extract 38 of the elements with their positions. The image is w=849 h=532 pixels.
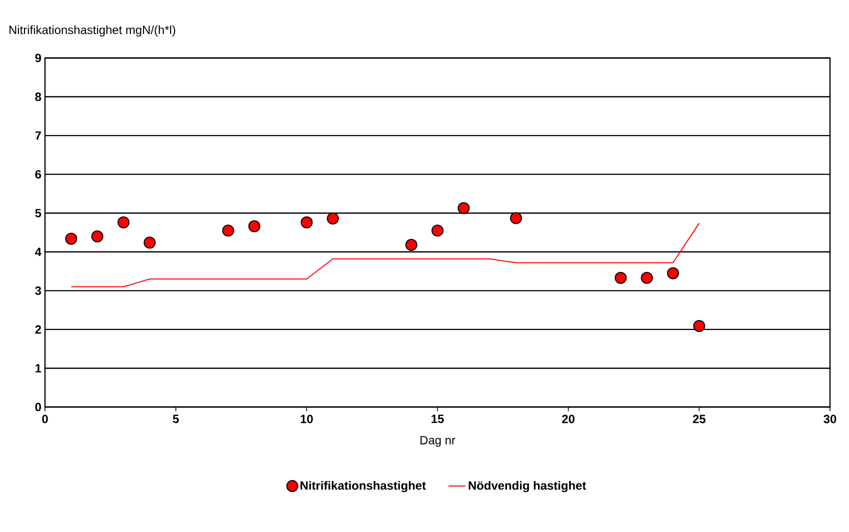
point xyxy=(65,232,78,245)
point xyxy=(640,272,653,284)
y-tick-label: 3 xyxy=(35,286,42,295)
y-tick-label: 1 xyxy=(36,364,42,372)
line-series xyxy=(70,222,700,288)
y-tick-label: 2 xyxy=(35,325,42,334)
x-tick-label: 20 xyxy=(562,414,574,424)
y-axis-title: Nitrifikationshastighet mgN/(h*l) xyxy=(10,25,176,36)
point xyxy=(693,320,706,332)
x-tick-label: 0 xyxy=(42,414,48,424)
y-tick-label: 5 xyxy=(35,208,42,218)
y-tick-label: 9 xyxy=(35,54,42,62)
y-tick-label: 0 xyxy=(35,402,41,412)
y-tick-label: 6 xyxy=(35,170,42,179)
x-tick-label: 15 xyxy=(432,414,444,424)
point xyxy=(248,220,260,232)
point xyxy=(510,212,522,224)
point xyxy=(458,202,470,214)
point xyxy=(118,216,130,228)
x-tick-label: 25 xyxy=(692,414,706,424)
x-axis-title: Dag nr xyxy=(420,436,456,447)
point xyxy=(91,230,104,242)
y-tick-label: 8 xyxy=(35,92,42,102)
point xyxy=(405,238,418,251)
point xyxy=(667,267,680,280)
x-tick-label: 5 xyxy=(172,414,179,424)
point xyxy=(144,236,156,249)
x-tick-label: 10 xyxy=(300,414,313,424)
point xyxy=(614,272,627,284)
y-tick-label: 7 xyxy=(35,131,41,140)
point xyxy=(432,224,444,237)
x-tick-label: 30 xyxy=(824,414,836,424)
point xyxy=(300,216,313,228)
point xyxy=(326,212,339,225)
legend-label: Nödvendig hastighet xyxy=(468,480,586,492)
point xyxy=(222,224,234,237)
legend-label: Nitrifikationshastighet xyxy=(300,480,426,492)
y-tick-label: 4 xyxy=(35,248,42,256)
